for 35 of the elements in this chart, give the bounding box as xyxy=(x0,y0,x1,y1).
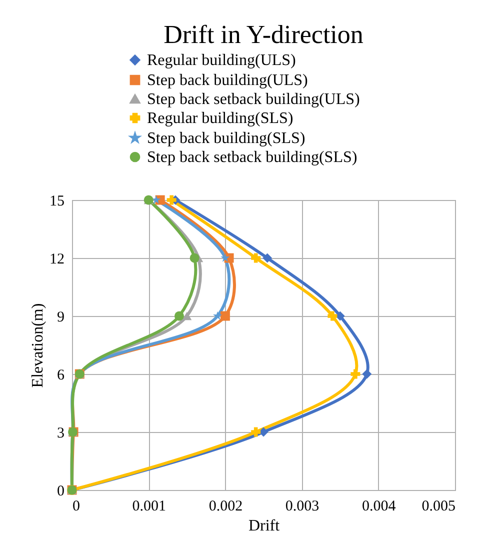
y-axis-title: Elevation(m) xyxy=(30,303,46,388)
point xyxy=(190,253,200,263)
y-tick-label: 12 xyxy=(50,252,64,268)
legend-label: Regular building(SLS) xyxy=(147,110,294,127)
point xyxy=(220,253,230,262)
y-tick-label: 3 xyxy=(57,426,64,442)
y-tick-label: 0 xyxy=(57,484,64,500)
point xyxy=(350,369,360,379)
point xyxy=(182,312,192,320)
point xyxy=(251,427,261,437)
y-tick-label: 15 xyxy=(50,194,64,210)
x-tick-label: 0 xyxy=(72,498,80,514)
legend-label: Step back building(SLS) xyxy=(147,130,306,147)
x-tick-label: 0.003 xyxy=(285,498,320,514)
point xyxy=(328,311,338,321)
x-tick-label: 0.004 xyxy=(362,498,396,514)
point xyxy=(258,427,268,437)
point xyxy=(220,311,230,321)
x-tick-label: 0.001 xyxy=(132,498,166,514)
legend-label: Regular building(ULS) xyxy=(147,52,296,69)
legend-label: Step back setback building(SLS) xyxy=(147,149,358,166)
legend-label: Step back setback building(ULS) xyxy=(147,91,360,108)
chart-title: Drift in Y-direction xyxy=(164,20,364,49)
point xyxy=(166,195,176,205)
point xyxy=(213,311,222,320)
point xyxy=(251,253,261,263)
point xyxy=(362,369,372,379)
y-tick-label: 6 xyxy=(57,368,65,384)
x-axis-title: Drift xyxy=(248,518,280,534)
point xyxy=(262,253,272,263)
x-tick-label: 0.005 xyxy=(422,498,456,514)
x-tick-label: 0.002 xyxy=(208,498,243,514)
legend-label: Step back building(ULS) xyxy=(147,72,308,89)
point xyxy=(174,311,184,321)
y-tick-label: 9 xyxy=(57,310,64,326)
